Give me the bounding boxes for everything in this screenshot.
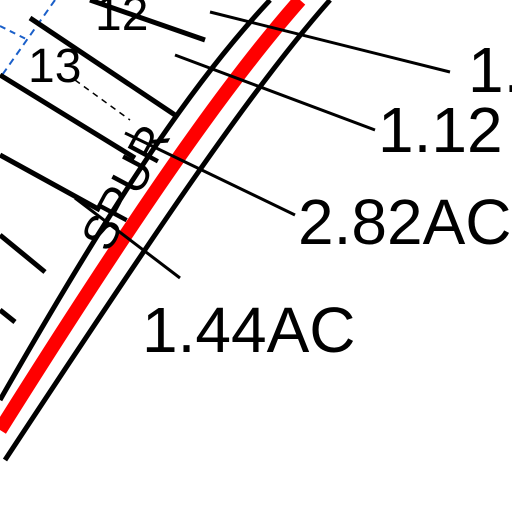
lot-number-12: 12 xyxy=(95,0,148,41)
acreage-label-3: 2.82AC xyxy=(298,186,511,258)
parcel-lines xyxy=(0,0,206,324)
acreage-label-4: 1.44AC xyxy=(142,294,355,366)
road-edge-left xyxy=(0,0,272,402)
leader-lines xyxy=(74,10,451,280)
road-edge-right xyxy=(2,0,332,462)
road-centerline xyxy=(0,0,306,434)
lot-number-13: 13 xyxy=(28,40,81,93)
dashed-boundaries xyxy=(0,0,131,121)
road xyxy=(0,0,332,462)
acreage-label-2: 1.12 xyxy=(378,94,503,166)
acreage-label-1: 1. xyxy=(468,34,512,106)
